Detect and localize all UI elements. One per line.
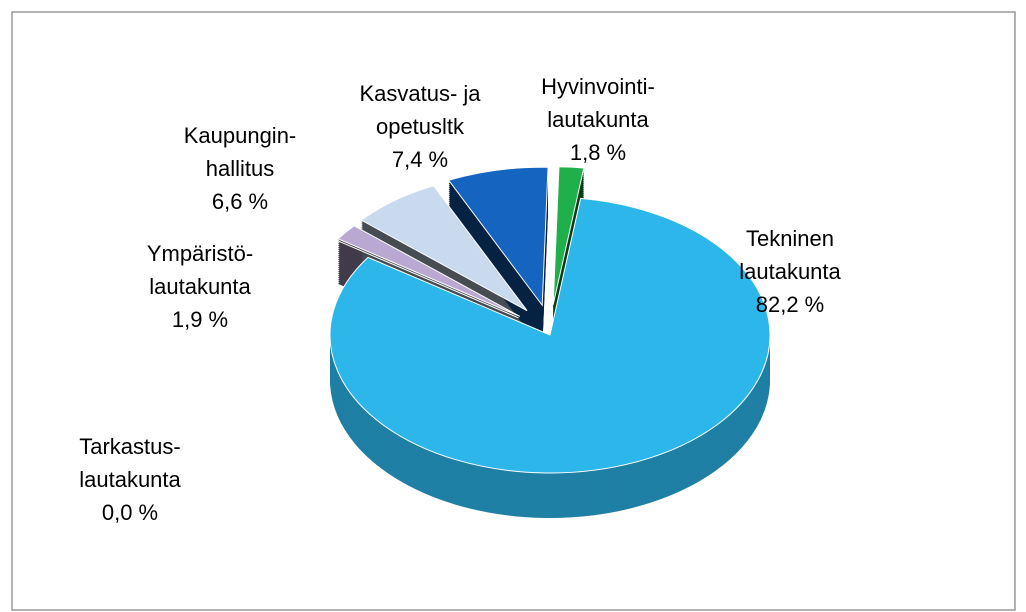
slice-label: lautakunta (79, 467, 181, 492)
slice-label: hallitus (206, 156, 274, 181)
slice-label: lautakunta (149, 274, 251, 299)
slice-label: Hyvinvointi- (541, 74, 655, 99)
slice-value-label: 7,4 % (392, 147, 448, 172)
slice-label: lautakunta (739, 259, 841, 284)
slice-value-label: 6,6 % (212, 189, 268, 214)
slice-label: Tarkastus- (79, 434, 180, 459)
slice-value-label: 1,9 % (172, 307, 228, 332)
slice-value-label: 82,2 % (756, 292, 825, 317)
pie-slice (360, 185, 528, 312)
slice-label: Kaupungin- (184, 123, 297, 148)
pie-slice (329, 197, 771, 474)
pie-slice (337, 225, 521, 317)
slice-label: lautakunta (547, 107, 649, 132)
slice-label: Tekninen (746, 226, 834, 251)
slice-value-label: 0,0 % (102, 500, 158, 525)
slice-label: Ympäristö- (147, 241, 253, 266)
pie-slice (447, 166, 549, 307)
slice-label: opetusltk (376, 114, 465, 139)
pie-slice (552, 166, 585, 305)
slice-value-label: 1,8 % (570, 140, 626, 165)
slice-label: Kasvatus- ja (359, 81, 481, 106)
